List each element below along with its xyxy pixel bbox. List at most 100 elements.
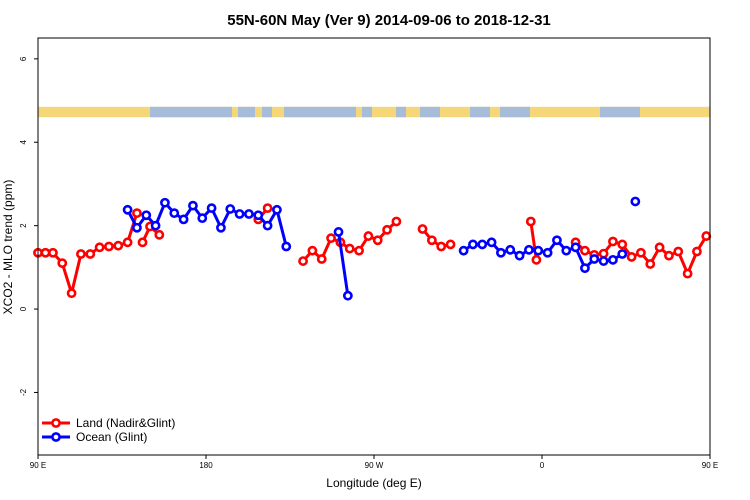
- strip-ocean-segment: [600, 106, 640, 118]
- data-point: [580, 245, 590, 256]
- legend-marker: [51, 418, 61, 428]
- data-point: [580, 263, 590, 274]
- data-point: [40, 247, 51, 258]
- data-point: [417, 224, 428, 234]
- data-point: [552, 235, 562, 246]
- data-point: [505, 244, 516, 255]
- data-point: [598, 248, 609, 259]
- data-point: [48, 247, 58, 258]
- strip-base: [38, 106, 710, 118]
- data-point: [262, 220, 273, 231]
- data-point: [524, 244, 534, 255]
- y-axis-label: XCO2 - MLO trend (ppm): [1, 180, 15, 315]
- data-point: [253, 210, 264, 221]
- data-point: [137, 237, 148, 248]
- data-point: [169, 208, 180, 219]
- data-point: [372, 235, 383, 246]
- data-point: [531, 254, 542, 265]
- data-point: [382, 224, 392, 235]
- data-point: [514, 250, 525, 261]
- data-point: [436, 241, 447, 252]
- data-point: [673, 246, 684, 257]
- data-point: [664, 250, 674, 261]
- data-point: [692, 246, 702, 257]
- strip-ocean-segment: [238, 106, 255, 118]
- data-point: [132, 222, 142, 233]
- data-point: [85, 249, 96, 259]
- data-point: [561, 245, 572, 256]
- data-point: [141, 210, 152, 221]
- legend-item: Ocean (Glint): [42, 430, 147, 444]
- data-point: [617, 249, 628, 259]
- data-point: [630, 196, 641, 207]
- data-point: [468, 239, 478, 250]
- x-axis-label: Longitude (deg E): [326, 476, 421, 490]
- data-point: [426, 235, 437, 246]
- data-point: [542, 247, 553, 258]
- data-point: [326, 233, 336, 244]
- data-point: [244, 209, 254, 219]
- data-point: [57, 258, 68, 269]
- strip-ocean-segment: [362, 106, 372, 118]
- data-point: [598, 256, 609, 266]
- data-point: [307, 245, 318, 256]
- data-point: [701, 231, 712, 241]
- y-tick-label: 0: [19, 306, 28, 311]
- data-point: [525, 216, 536, 227]
- x-tick-label: 90 E: [702, 461, 718, 470]
- data-point: [281, 241, 292, 252]
- data-point: [342, 290, 353, 301]
- data-point: [608, 236, 618, 247]
- y-tick-label: 4: [19, 139, 28, 144]
- data-point: [391, 216, 402, 227]
- x-tick-label: 90 E: [30, 461, 46, 470]
- data-point: [104, 241, 114, 252]
- data-point: [316, 254, 327, 264]
- data-point: [188, 200, 198, 211]
- data-point: [363, 231, 374, 241]
- x-tick-label: 180: [199, 461, 213, 470]
- strip-ocean-segment: [420, 106, 440, 118]
- y-tick-label: 6: [19, 56, 28, 61]
- land-ocean-strip: [38, 106, 710, 118]
- legend-label: Ocean (Glint): [76, 430, 147, 444]
- data-point: [113, 240, 124, 251]
- data-point: [160, 197, 170, 208]
- data-point: [477, 239, 488, 250]
- y-tick-label: 2: [19, 223, 28, 228]
- data-point: [682, 268, 693, 279]
- chart-title: 55N-60N May (Ver 9) 2014-09-06 to 2018-1…: [227, 12, 551, 29]
- data-point: [216, 222, 226, 233]
- data-point: [626, 252, 637, 262]
- data-point: [636, 247, 646, 258]
- data-point: [496, 247, 506, 258]
- data-point: [122, 237, 133, 248]
- strip-ocean-segment: [150, 106, 232, 118]
- data-point: [225, 204, 236, 214]
- data-point: [458, 245, 469, 256]
- series-line-segment: [337, 231, 350, 296]
- x-axis-ticks: 90 E 180 90 W 0 90 E: [30, 455, 718, 470]
- data-point: [654, 242, 665, 253]
- legend-item: Land (Nadir&Glint): [42, 416, 175, 430]
- strip-ocean-segment: [262, 106, 272, 118]
- strip-ocean-segment: [396, 106, 406, 118]
- data-point: [94, 242, 105, 253]
- data-point: [234, 209, 245, 219]
- data-point: [354, 245, 364, 256]
- y-axis-ticks: -2 0 2 4 6: [19, 56, 38, 396]
- data-point: [150, 220, 161, 231]
- data-point: [486, 237, 497, 248]
- data-point: [122, 204, 133, 215]
- data-point: [206, 203, 217, 214]
- series-ocean: [122, 196, 641, 301]
- legend: Land (Nadir&Glint)Ocean (Glint): [42, 416, 175, 444]
- data-point: [533, 245, 544, 256]
- data-point: [608, 254, 618, 265]
- strip-ocean-segment: [500, 106, 530, 118]
- data-point: [154, 229, 165, 240]
- data-point: [570, 242, 581, 253]
- y-tick-label: -2: [19, 388, 28, 396]
- data-point: [344, 243, 355, 254]
- data-point: [178, 214, 189, 225]
